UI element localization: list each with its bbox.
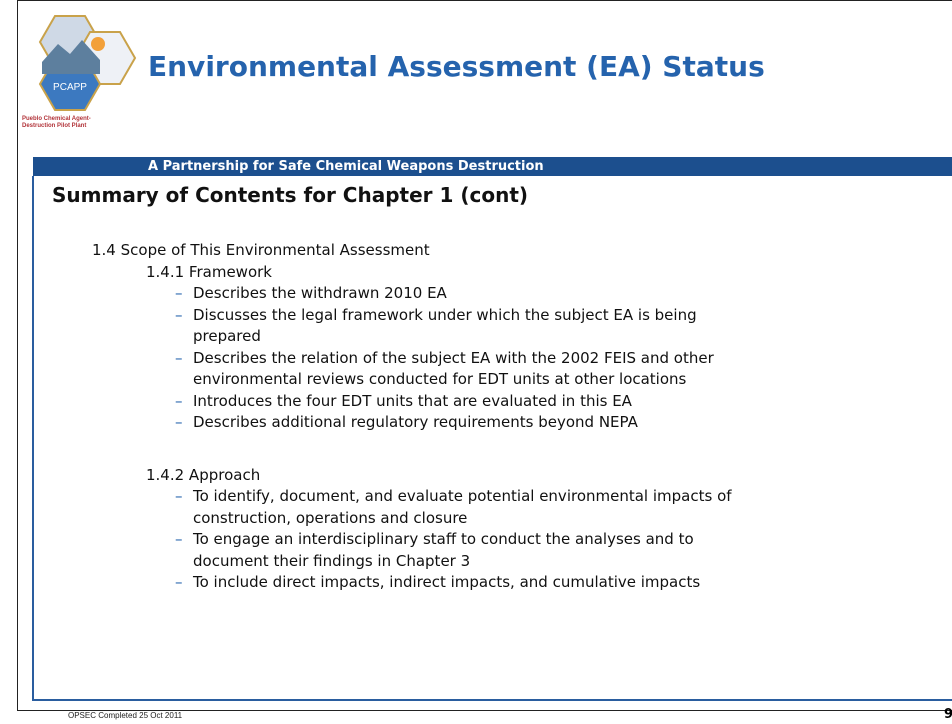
tagline: A Partnership for Safe Chemical Weapons … <box>148 159 544 174</box>
bullet-line: To include direct impacts, indirect impa… <box>193 573 701 591</box>
logo-name: PCAPP <box>53 82 87 93</box>
frame-line <box>32 176 34 700</box>
heading: Summary of Contents for Chapter 1 (cont) <box>52 183 529 207</box>
bullet-line: document their findings in Chapter 3 <box>193 551 471 570</box>
bullet-line: Discusses the legal framework under whic… <box>193 305 697 324</box>
bullet-line: environmental reviews conducted for EDT … <box>193 370 687 388</box>
bullet-line: Describes the withdrawn 2010 EA <box>193 284 447 302</box>
logo-caption: Pueblo Chemical Agent- <box>22 116 91 122</box>
content: 1.4 Scope of This Environmental Assessme… <box>92 240 732 594</box>
bullet-item: – Describes additional regulatory require… <box>175 412 732 434</box>
bullet-dash: – <box>175 573 183 591</box>
logo-mountain <box>42 40 100 74</box>
bullet-dash: – <box>175 305 183 324</box>
header-band <box>33 157 952 176</box>
bullet-line: construction, operations and closure <box>193 508 468 527</box>
bullet-line: To engage an interdisciplinary staff to … <box>193 530 694 548</box>
bullet-line: prepared <box>193 327 261 345</box>
bullet-item: – Describes the withdrawn 2010 EA <box>175 283 732 305</box>
bullet-item: – To identify, document, and evaluate pot… <box>175 486 732 529</box>
bullet-dash: – <box>175 530 183 548</box>
bullet-item: – Discusses the legal framework under whi… <box>175 305 732 348</box>
frame-line <box>32 699 952 701</box>
bullet-dash: – <box>175 487 183 505</box>
slide-frame <box>17 0 952 711</box>
logo-caption: Destruction Pilot Plant <box>22 123 86 129</box>
section-title: 1.4 Scope of This Environmental Assessme… <box>92 241 430 259</box>
page-number: 9 <box>944 707 952 722</box>
bullet-line: Describes additional regulatory requirem… <box>193 413 638 431</box>
bullet-dash: – <box>175 391 183 410</box>
footer-note: OPSEC Completed 25 Oct 2011 <box>68 711 183 720</box>
slide-title: Environmental Assessment (EA) Status <box>148 50 765 83</box>
subsection-title: 1.4.2 Approach <box>146 465 261 484</box>
logo-sun <box>91 37 105 51</box>
bullet-line: Describes the relation of the subject EA… <box>193 348 714 367</box>
subsection-title: 1.4.1 Framework <box>146 262 272 281</box>
bullet-line: To identify, document, and evaluate pote… <box>193 487 732 505</box>
bullet-item: – To engage an interdisciplinary staff to… <box>175 529 732 572</box>
bullet-item: – Describes the relation of the subject E… <box>175 348 732 391</box>
bullet-dash: – <box>175 284 183 302</box>
bullet-item: – Introduces the four EDT units that are … <box>175 391 732 413</box>
bullet-dash: – <box>175 413 183 431</box>
logo: PCAPP Pueblo Chemical Agent- Destruction… <box>22 15 137 129</box>
bullet-dash: – <box>175 348 183 367</box>
bullet-line: Introduces the four EDT units that are e… <box>193 391 632 410</box>
bullet-item: – To include direct impacts, indirect imp… <box>175 572 732 594</box>
